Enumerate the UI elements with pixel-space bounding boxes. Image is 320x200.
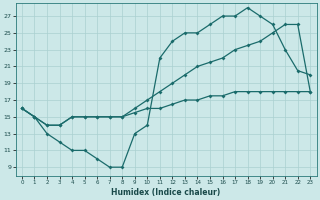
X-axis label: Humidex (Indice chaleur): Humidex (Indice chaleur) [111,188,221,197]
